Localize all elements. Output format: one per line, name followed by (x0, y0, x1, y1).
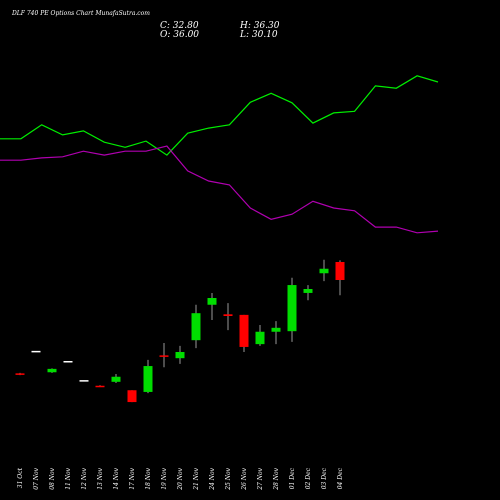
candle-body (143, 366, 153, 392)
x-tick-label: 24 Nov (209, 467, 216, 490)
summary-high: H: 36.30 (239, 21, 280, 31)
x-tick-label: 21 Nov (193, 467, 200, 490)
candle-body (63, 361, 73, 363)
x-tick-label: 26 Nov (241, 467, 248, 490)
candle-body (191, 313, 201, 341)
candle-body (271, 327, 281, 332)
x-tick-label: 20 Nov (177, 467, 184, 490)
candle-body (47, 368, 57, 373)
x-tick-label: 31 Oct (17, 467, 24, 488)
x-tick-label: 08 Nov (49, 467, 56, 489)
x-tick-label: 01 Dec (289, 467, 296, 489)
x-tick-label: 03 Dec (321, 467, 328, 489)
candle-body (175, 352, 185, 359)
candle-body (287, 285, 297, 332)
summary-close: C: 32.80 (160, 21, 199, 31)
candle-body (255, 331, 265, 345)
x-tick-label: 13 Nov (97, 467, 104, 489)
x-tick-label: 07 Nov (33, 467, 40, 489)
candle-body (79, 380, 89, 382)
x-tick-label: 28 Nov (273, 467, 280, 490)
candle-body (31, 350, 41, 353)
x-tick-label: 04 Dec (337, 467, 344, 489)
candle-body (111, 376, 121, 382)
candle-body (239, 314, 249, 347)
chart-title: DLF 740 PE Options Chart MunafaSutra.com (11, 10, 150, 17)
indicator-line (0, 145, 439, 234)
summary-open: O: 36.00 (160, 30, 199, 40)
candle-body (159, 355, 169, 357)
x-tick-label: 11 Nov (65, 467, 72, 489)
x-tick-label: 25 Nov (225, 467, 232, 490)
candle-body (15, 373, 25, 375)
x-tick-label: 18 Nov (145, 467, 152, 489)
candle-body (95, 385, 105, 388)
x-tick-label: 14 Nov (113, 467, 120, 489)
x-tick-label: 12 Nov (81, 467, 88, 489)
candle-body (127, 390, 137, 403)
x-tick-label: 17 Nov (129, 467, 136, 489)
summary-low: L: 30.10 (239, 30, 278, 40)
candle-body (303, 289, 313, 293)
x-tick-label: 27 Nov (257, 467, 264, 490)
x-tick-label: 02 Dec (305, 467, 312, 489)
candle-body (335, 262, 345, 280)
x-tick-label: 19 Nov (161, 467, 168, 489)
candle-body (223, 314, 233, 316)
candle-body (207, 298, 217, 305)
candle-body (319, 268, 329, 274)
indicator-line (0, 75, 439, 156)
